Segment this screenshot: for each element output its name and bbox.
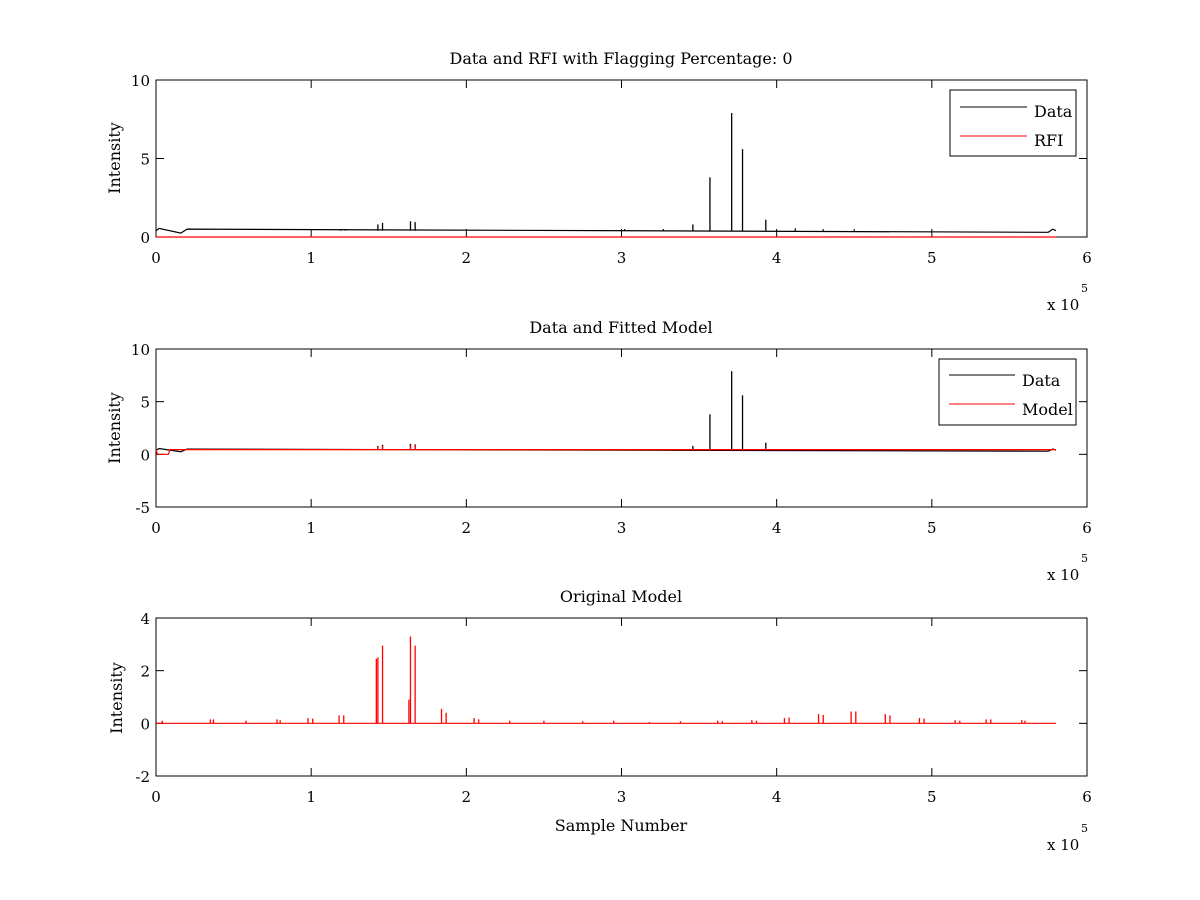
panel-2-xtick-label: 5 <box>927 519 937 537</box>
panel-2-ytick-label: 0 <box>140 446 150 464</box>
panel-2-xtick-label: 2 <box>462 519 472 537</box>
panel-2-ytick-label: -5 <box>135 499 150 517</box>
panel-3-x-multiplier: x 10 <box>1047 836 1079 854</box>
panel-1-ytick-label: 5 <box>140 151 150 169</box>
panel-3-xtick-label: 2 <box>462 788 472 806</box>
panel-3-xtick-label: 4 <box>772 788 782 806</box>
panel-1-plot-area: 0 1 2 3 4 5 6 0 5 10 <box>131 72 1092 267</box>
panel-1-xtick-label: 4 <box>772 249 782 267</box>
panel-1: Data and RFI with Flagging Percentage: 0… <box>105 49 1092 314</box>
panel-2-title: Data and Fitted Model <box>529 318 712 337</box>
panel-1-legend: Data RFI <box>949 89 1077 157</box>
panel-3-xtick-label: 6 <box>1082 788 1092 806</box>
panel-1-x-multiplier-exponent: 5 <box>1081 282 1088 295</box>
panel-3-xtick-label: 5 <box>927 788 937 806</box>
panel-2-ytick-label: 5 <box>140 394 150 412</box>
panel-2-xtick-label: 0 <box>151 519 161 537</box>
panel-2-x-multiplier: x 10 <box>1047 566 1079 584</box>
panel-1-legend-rfi-label: RFI <box>1034 131 1063 150</box>
panel-2-ytick-label: 10 <box>131 341 150 359</box>
panel-2-xtick-label: 1 <box>306 519 316 537</box>
panel-1-xtick-label: 1 <box>306 249 316 267</box>
panel-1-legend-box <box>949 89 1077 157</box>
panel-1-ytick-label: 10 <box>131 72 150 90</box>
panel-1-xtick-label: 5 <box>927 249 937 267</box>
panel-3-xlabel: Sample Number <box>555 816 688 835</box>
panel-3-ylabel: Intensity <box>107 662 126 734</box>
panel-3-ytick-label: 0 <box>140 715 150 733</box>
panel-2-legend-box <box>938 358 1077 426</box>
panel-3-ytick-label: 2 <box>140 663 150 681</box>
panel-3-xtick-label: 1 <box>306 788 316 806</box>
panel-3-title: Original Model <box>560 587 682 606</box>
panel-2-xtick-label: 6 <box>1082 519 1092 537</box>
panel-2-x-multiplier-exponent: 5 <box>1081 552 1088 565</box>
panel-1-data-baseline <box>155 227 1057 234</box>
panel-1-title: Data and RFI with Flagging Percentage: 0 <box>449 49 792 68</box>
panel-1-legend-data-label: Data <box>1034 102 1073 121</box>
panel-2-legend-data-label: Data <box>1022 371 1061 390</box>
panel-2-legend: Data Model <box>938 358 1077 426</box>
panel-2-xtick-label: 4 <box>772 519 782 537</box>
panel-3-ytick-label: -2 <box>135 768 150 786</box>
panel-1-xtick-label: 2 <box>462 249 472 267</box>
panel-3-x-multiplier-exponent: 5 <box>1081 822 1088 835</box>
panel-3-xtick-label: 0 <box>151 788 161 806</box>
panel-2-model-baseline <box>155 448 1056 455</box>
panel-1-ytick-label: 0 <box>140 229 150 247</box>
panel-3-xtick-label: 3 <box>617 788 627 806</box>
panel-2-xtick-label: 3 <box>617 519 627 537</box>
panel-3-ytick-label: 4 <box>140 610 150 628</box>
panel-1-xtick-label: 6 <box>1082 249 1092 267</box>
panel-1-xtick-label: 3 <box>617 249 627 267</box>
panel-2: Data and Fitted Model Intensity 0 1 2 3 4 5 6 -… <box>105 318 1092 584</box>
panel-1-xtick-label: 0 <box>151 249 161 267</box>
panel-2-ylabel: Intensity <box>105 392 124 464</box>
panel-2-legend-model-label: Model <box>1022 400 1073 419</box>
panel-1-ylabel: Intensity <box>105 122 124 194</box>
panel-1-x-multiplier: x 10 <box>1047 296 1079 314</box>
